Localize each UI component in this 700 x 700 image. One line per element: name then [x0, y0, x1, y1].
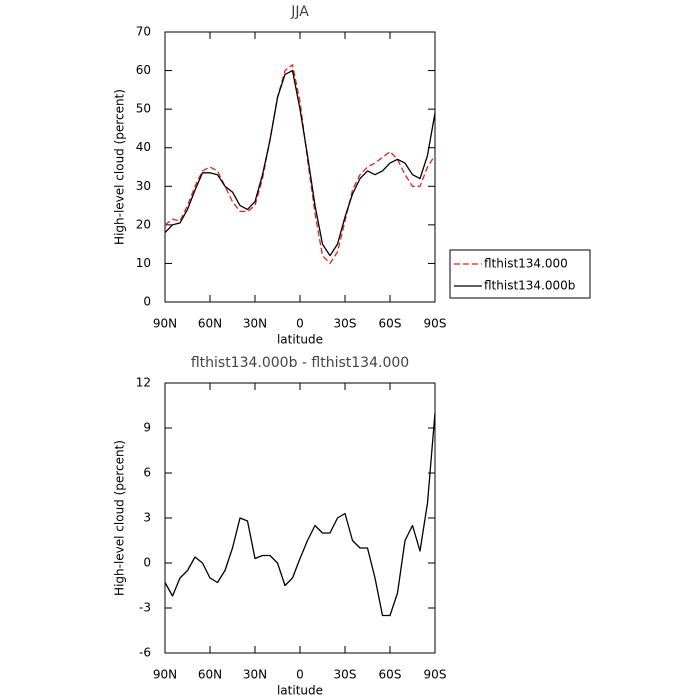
x-tick-label: 90N — [153, 317, 177, 331]
y-tick-label: 60 — [136, 63, 151, 77]
y-tick-label: -3 — [139, 601, 151, 615]
x-tick-label: 30N — [243, 317, 267, 331]
x-tick-label: 30S — [334, 668, 357, 682]
plot-frame — [164, 382, 436, 654]
x-tick-label: 0 — [296, 317, 304, 331]
y-tick-label: 0 — [143, 295, 151, 309]
y-tick-label: 10 — [136, 256, 151, 270]
plot-frame — [164, 31, 436, 303]
y-tick-label: 30 — [136, 179, 151, 193]
x-tick-label: 90S — [424, 317, 447, 331]
y-tick-label: 50 — [136, 102, 151, 116]
chart-title: flthist134.000b - flthist134.000 — [191, 355, 409, 371]
legend-label: flthist134.000b — [484, 279, 575, 293]
x-tick-label: 0 — [296, 668, 304, 682]
y-tick-label: 40 — [136, 140, 151, 154]
series-line — [164, 69, 436, 257]
y-tick-label: 6 — [143, 466, 151, 480]
x-tick-label: 60N — [198, 317, 222, 331]
x-tick-label: 30S — [334, 317, 357, 331]
chart-title: JJA — [290, 4, 309, 20]
series-line — [164, 64, 436, 265]
x-tick-label: 90S — [424, 668, 447, 682]
y-axis-label: High-level cloud (percent) — [113, 440, 127, 596]
y-tick-label: 9 — [143, 421, 151, 435]
y-tick-label: 0 — [143, 556, 151, 570]
x-axis-label: latitude — [277, 333, 323, 347]
x-tick-label: 60N — [198, 668, 222, 682]
legend-box — [449, 249, 591, 299]
legend-label: flthist134.000 — [484, 257, 568, 271]
series-line — [164, 412, 436, 617]
x-tick-label: 60S — [379, 317, 402, 331]
x-tick-label: 90N — [153, 668, 177, 682]
y-tick-label: 20 — [136, 217, 151, 231]
x-tick-label: 30N — [243, 668, 267, 682]
x-tick-label: 60S — [379, 668, 402, 682]
y-tick-label: 12 — [136, 376, 151, 390]
y-tick-label: -6 — [139, 646, 151, 660]
y-axis-label: High-level cloud (percent) — [113, 89, 127, 245]
x-axis-label: latitude — [277, 684, 323, 698]
y-tick-label: 70 — [136, 25, 151, 39]
y-tick-label: 3 — [143, 511, 151, 525]
